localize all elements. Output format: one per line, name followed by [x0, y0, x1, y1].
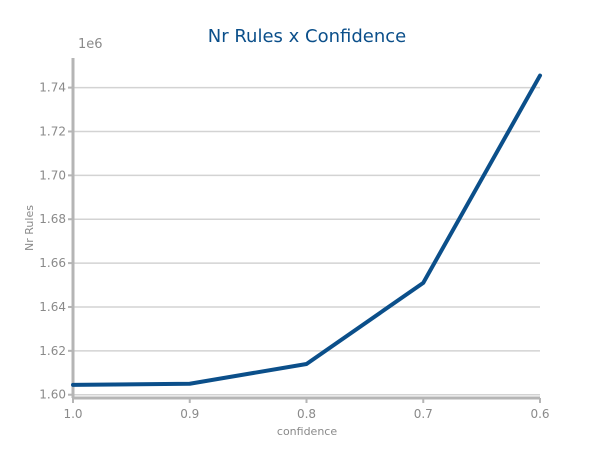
y-tick-label: 1.74 — [39, 81, 66, 95]
x-tick-label: 0.6 — [530, 407, 549, 421]
data-point — [539, 75, 541, 77]
chart-title: Nr Rules x Confidence — [208, 26, 406, 47]
data-point — [189, 383, 191, 385]
y-tick-label: 1.68 — [39, 212, 66, 226]
x-tick-label: 0.9 — [180, 407, 199, 421]
y-tick-label: 1.64 — [39, 300, 66, 314]
y-offset-label: 1e6 — [78, 37, 103, 52]
y-tick-label: 1.72 — [39, 124, 66, 138]
y-tick-label: 1.66 — [39, 256, 66, 270]
data-point — [422, 282, 424, 284]
data-point — [306, 363, 307, 365]
series-layer — [71, 73, 542, 387]
data-point — [72, 384, 74, 386]
series-line — [71, 73, 542, 387]
y-tick-label: 1.70 — [39, 168, 66, 182]
tick-labels: 1.60 1.62 1.64 1.66 1.68 1.70 1.72 1.74 1.0 0.9 0.… — [39, 81, 549, 421]
x-tick-label: 0.7 — [414, 407, 433, 421]
x-tick-label: 1.0 — [63, 407, 82, 421]
y-tick-label: 1.62 — [39, 344, 66, 358]
y-tick-label: 1.60 — [39, 388, 66, 402]
y-axis-label: Nr Rules — [23, 205, 36, 251]
x-axis-label: confidence — [277, 425, 337, 438]
x-tick-label: 0.8 — [297, 407, 316, 421]
grid-lines — [73, 86, 540, 396]
